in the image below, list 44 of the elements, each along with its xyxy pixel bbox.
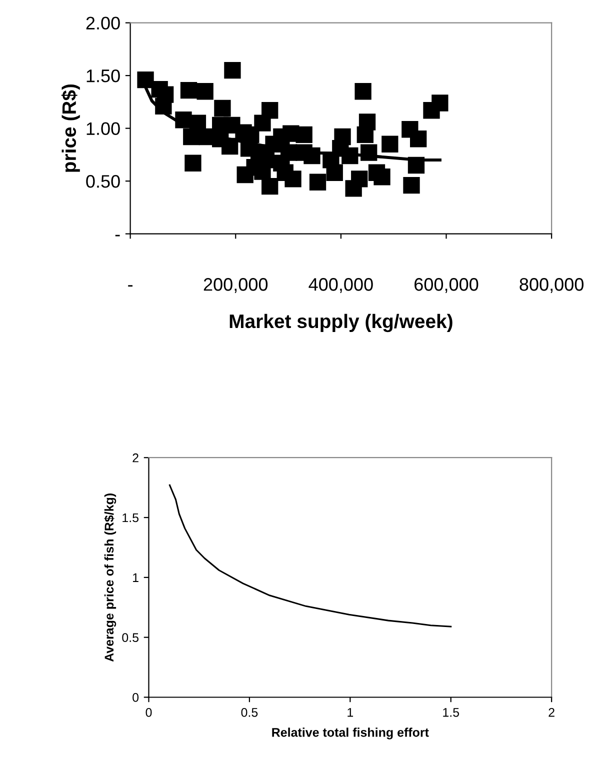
x-tick-label: 1.5 — [443, 708, 460, 717]
y-tick-label: - — [115, 234, 120, 236]
point — [296, 126, 312, 143]
y-tick-label: 0.50 — [86, 175, 120, 188]
point — [326, 164, 343, 181]
y-tick-label: 1 — [133, 573, 138, 582]
x-tick-label: 400,000 — [308, 278, 373, 293]
y-axis-title: Average price of fish (R$/kg) — [104, 494, 116, 662]
x-tick-label: 600,000 — [414, 278, 478, 293]
point — [410, 130, 427, 148]
point — [262, 178, 278, 195]
y-tick-label: 2 — [132, 453, 138, 462]
y-tick-label: 1.5 — [122, 513, 139, 522]
point — [309, 174, 326, 190]
point — [224, 62, 241, 79]
x-tick-label: 0.5 — [241, 708, 258, 717]
point — [354, 83, 372, 100]
y-axis-title: price (R$) — [61, 84, 80, 172]
y-tick-label: 1.00 — [86, 122, 120, 136]
point — [403, 176, 420, 194]
point — [184, 154, 202, 172]
x-tick-label: 2 — [548, 708, 554, 717]
y-tick-label: 0.5 — [122, 633, 139, 642]
point — [351, 170, 368, 188]
point — [382, 136, 398, 152]
point — [196, 83, 214, 100]
y-tick-label: 1.50 — [86, 69, 120, 82]
point — [137, 71, 154, 88]
y-tick-label: 0 — [132, 693, 139, 702]
point — [262, 102, 278, 119]
y-tick-label: 2.00 — [86, 16, 120, 30]
point — [180, 82, 198, 99]
x-axis-title: Relative total fishing effort — [272, 728, 429, 740]
line-series — [168, 484, 452, 628]
x-tick-label: 800,000 — [520, 278, 584, 293]
x-axis-title: Market supply (kg/week) — [230, 314, 452, 332]
point — [432, 94, 448, 112]
point — [356, 126, 374, 143]
x-tick-label: 200,000 — [204, 278, 268, 293]
x-tick-label: 0 — [146, 708, 152, 717]
point — [374, 168, 390, 186]
point — [214, 100, 231, 117]
x-tick-label: 1 — [348, 708, 354, 717]
point — [284, 170, 302, 188]
